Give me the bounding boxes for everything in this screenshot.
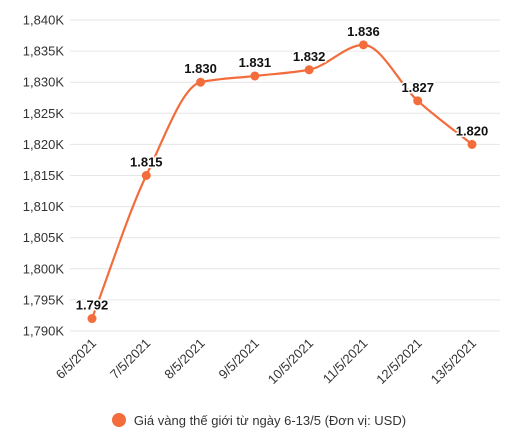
- x-tick-label: 7/5/2021: [107, 336, 153, 382]
- y-tick-label: 1,800K: [23, 261, 65, 276]
- data-label: 1.827: [401, 80, 434, 95]
- x-tick-label: 6/5/2021: [53, 336, 99, 382]
- x-tick-label: 12/5/2021: [373, 336, 425, 388]
- y-tick-label: 1,795K: [23, 292, 65, 307]
- x-tick-label: 9/5/2021: [216, 336, 262, 382]
- data-point[interactable]: [467, 139, 477, 149]
- grid-lines: [70, 19, 500, 332]
- data-label: 1.815: [130, 155, 163, 170]
- y-tick-label: 1,815K: [23, 168, 65, 183]
- y-tick-label: 1,790K: [23, 324, 65, 339]
- legend[interactable]: Giá vàng thế giới từ ngày 6-13/5 (Đơn vị…: [0, 413, 518, 428]
- y-tick-label: 1,810K: [23, 199, 65, 214]
- x-tick-label: 13/5/2021: [428, 336, 480, 388]
- series: [87, 40, 477, 324]
- data-point[interactable]: [358, 40, 368, 50]
- x-tick-label: 11/5/2021: [320, 336, 371, 387]
- y-tick-label: 1,835K: [23, 44, 65, 59]
- data-label: 1.792: [76, 298, 109, 313]
- y-tick-label: 1,820K: [23, 137, 65, 152]
- x-tick-label: 8/5/2021: [161, 336, 207, 382]
- data-label: 1.830: [184, 61, 217, 76]
- legend-marker-icon: [111, 413, 126, 427]
- y-tick-label: 1,825K: [23, 106, 65, 121]
- data-label: 1.820: [456, 123, 489, 138]
- data-point[interactable]: [196, 77, 206, 87]
- data-point[interactable]: [250, 71, 260, 81]
- data-label: 1.836: [347, 24, 380, 39]
- y-tick-label: 1,840K: [23, 13, 65, 28]
- y-axis: 1,790K 1,795K 1,800K 1,805K 1,810K 1,815K 1,82…: [23, 13, 65, 339]
- y-tick-label: 1,805K: [23, 230, 65, 245]
- data-label: 1.831: [239, 55, 272, 70]
- data-point[interactable]: [87, 314, 97, 324]
- x-axis: 6/5/2021 7/5/2021 8/5/2021 9/5/2021 10/5/202…: [53, 336, 479, 388]
- y-tick-label: 1,830K: [23, 75, 65, 90]
- legend-label: Giá vàng thế giới từ ngày 6-13/5 (Đơn vị…: [133, 413, 407, 428]
- x-tick-label: 10/5/2021: [265, 336, 317, 388]
- data-point[interactable]: [304, 65, 314, 75]
- data-point[interactable]: [413, 96, 423, 106]
- data-label: 1.832: [293, 49, 326, 64]
- data-point[interactable]: [141, 171, 151, 180]
- data-labels: 1.792 1.815 1.830 1.831 1.832 1.836 1.827 1.820: [74, 22, 490, 314]
